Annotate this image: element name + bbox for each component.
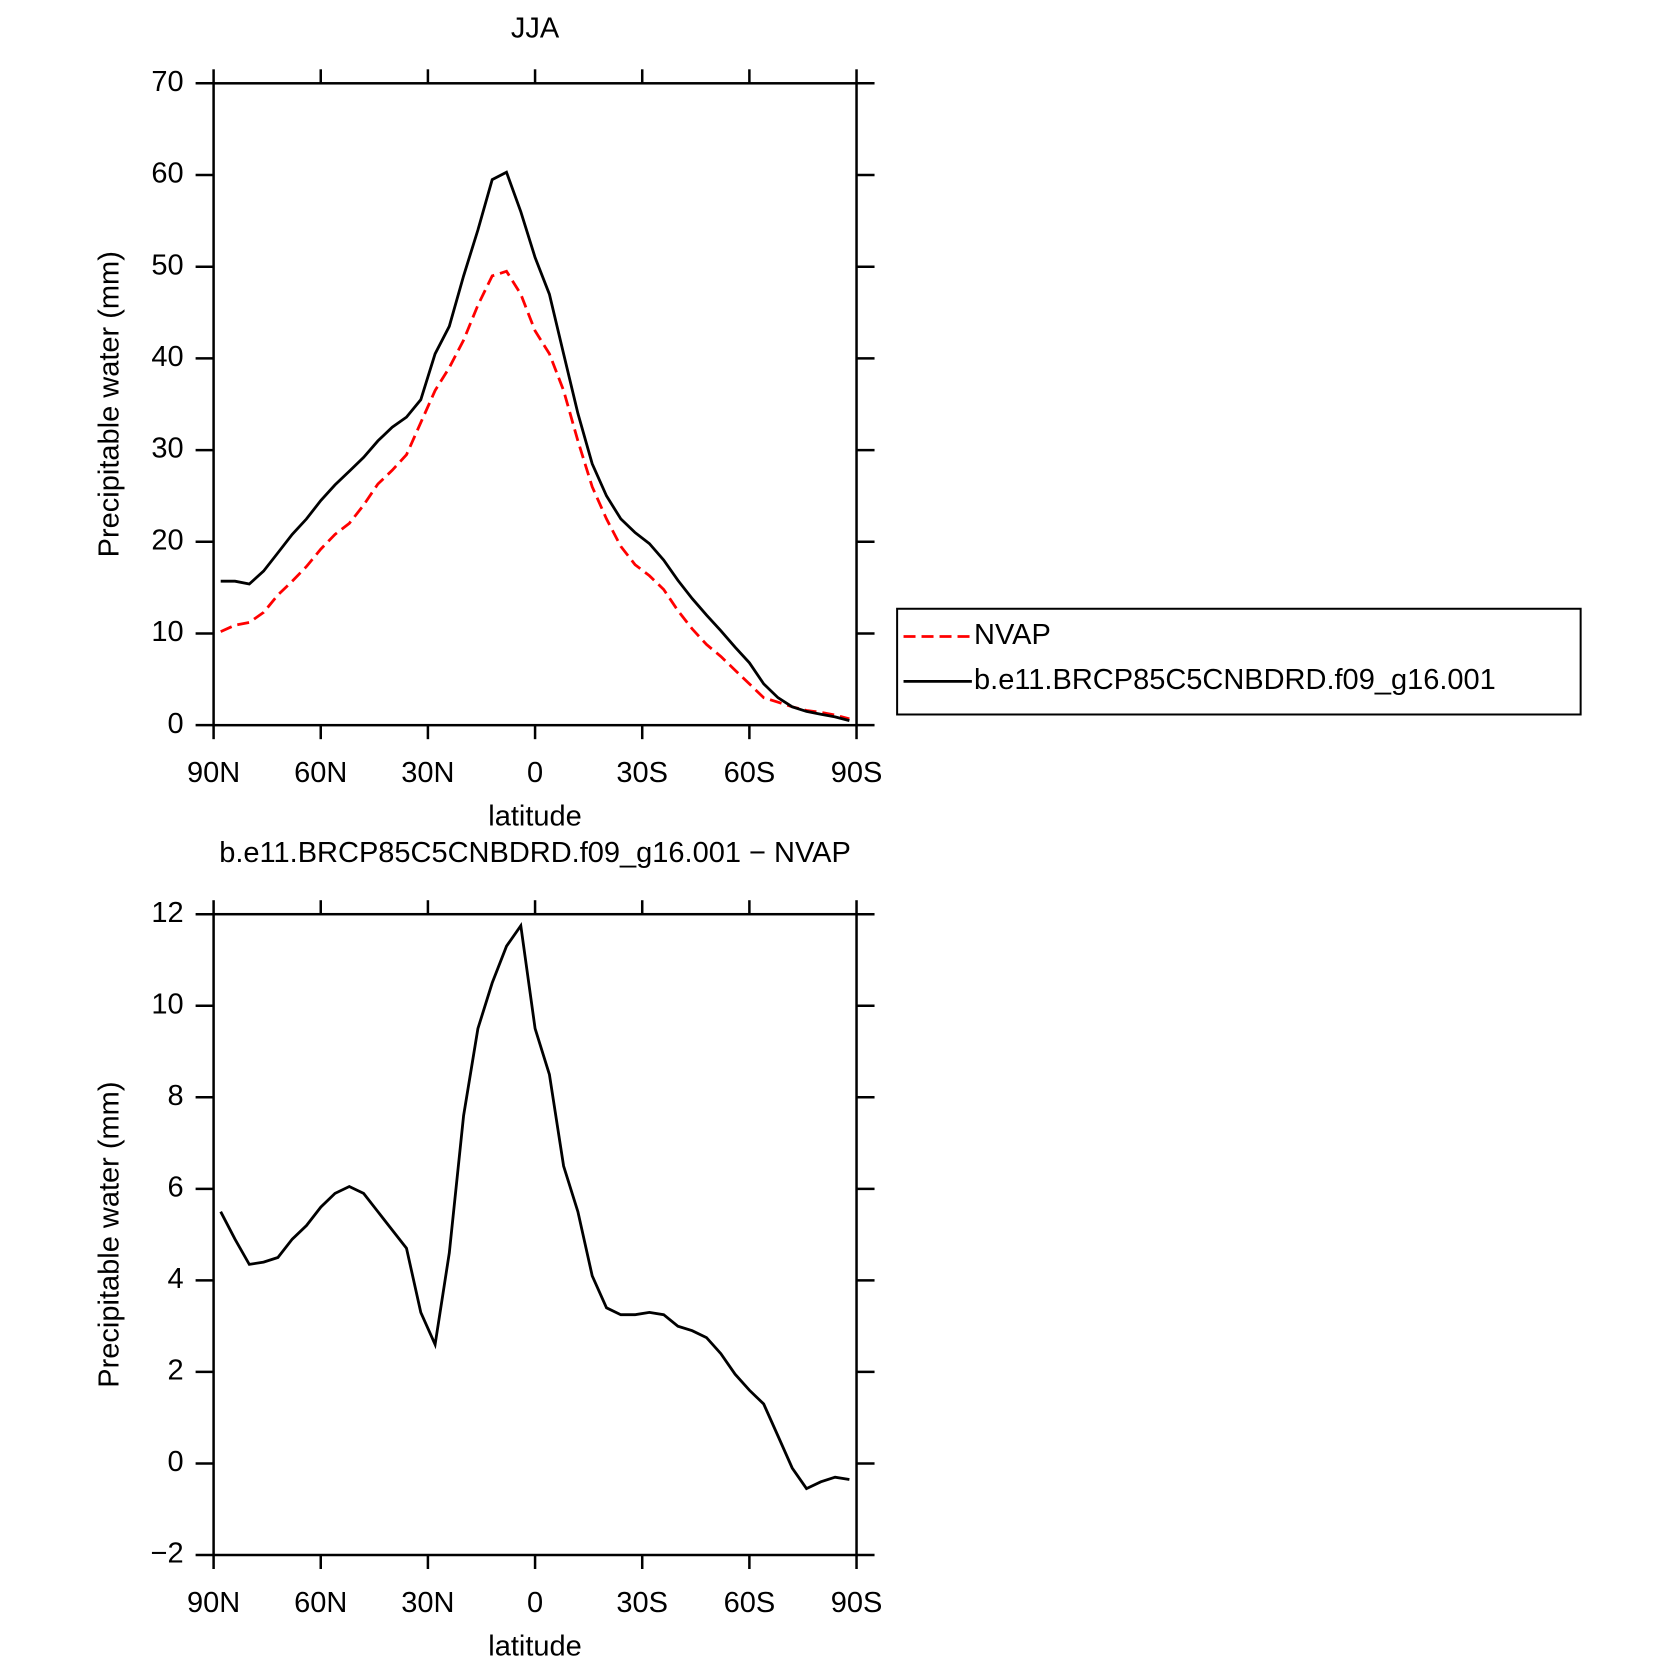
y-tick-label: 2 (167, 1355, 183, 1387)
series-line (219, 921, 850, 1491)
y-tick-label: 10 (151, 616, 183, 648)
x-tick-label: 30S (616, 1587, 668, 1619)
y-tick-label: 0 (167, 1446, 183, 1478)
y-tick-label: 70 (151, 66, 183, 98)
x-tick-label: 90N (187, 757, 240, 789)
y-tick-label: 10 (151, 988, 183, 1020)
x-tick-label: 60N (294, 757, 347, 789)
y-tick-label: −2 (151, 1538, 184, 1570)
x-tick-label: 30N (401, 1587, 454, 1619)
y-tick-label: 4 (167, 1263, 183, 1295)
plot-frame (212, 82, 858, 727)
series-line (220, 170, 850, 722)
y-tick-label: 60 (151, 158, 183, 190)
x-tick-label: 90S (831, 1587, 883, 1619)
y-axis-label: Precipitable water (mm) (94, 1082, 126, 1388)
x-tick-label: 0 (527, 757, 543, 789)
y-tick-label: 30 (151, 433, 183, 465)
x-tick-label: 60N (294, 1587, 347, 1619)
y-tick-label: 12 (151, 897, 183, 929)
x-tick-label: 0 (527, 1587, 543, 1619)
legend-label: b.e11.BRCP85C5CNBDRD.f09_g16.001 (974, 664, 1496, 696)
chart-title: b.e11.BRCP85C5CNBDRD.f09_g16.001 − NVAP (219, 837, 851, 869)
y-tick-label: 8 (167, 1080, 183, 1112)
x-tick-label: 60S (724, 1587, 776, 1619)
x-axis-label: latitude (488, 801, 582, 833)
y-tick-label: 20 (151, 524, 183, 556)
y-tick-label: 50 (151, 249, 183, 281)
plot-frame (212, 912, 858, 1557)
x-axis-label: latitude (488, 1631, 582, 1658)
x-tick-label: 30N (401, 757, 454, 789)
x-tick-label: 60S (724, 757, 776, 789)
series-line (220, 269, 850, 721)
legend-label: NVAP (974, 619, 1051, 651)
y-tick-label: 40 (151, 341, 183, 373)
y-tick-label: 6 (167, 1171, 183, 1203)
x-tick-label: 30S (616, 757, 668, 789)
x-tick-label: 90S (831, 757, 883, 789)
chart-title: JJA (511, 13, 560, 45)
y-axis-label: Precipitable water (mm) (94, 251, 126, 557)
legend-box (896, 607, 1582, 716)
x-tick-label: 90N (187, 1587, 240, 1619)
y-tick-label: 0 (167, 708, 183, 740)
